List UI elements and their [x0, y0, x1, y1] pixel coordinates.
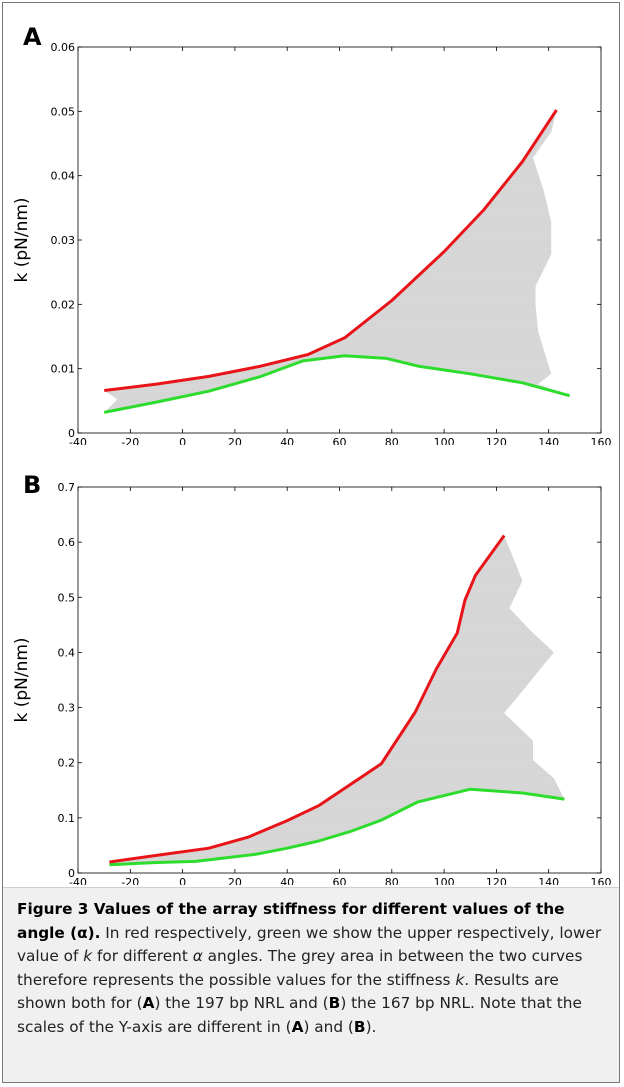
panel-a-letter: A: [23, 23, 42, 51]
panel-b-y-tick-label: 0.5: [58, 591, 76, 604]
panel-b-x-tick-label: 60: [333, 876, 347, 885]
caption-ref-a: A: [142, 994, 155, 1012]
panel-b-y-tick-label: 0: [68, 867, 75, 880]
caption-k-2: k: [455, 970, 465, 989]
panel-a-lower-series-line: [103, 354, 570, 414]
panel-b-x-tick-label: 80: [385, 876, 399, 885]
panel-b-y-tick-label: 0.4: [58, 646, 76, 659]
caption-text-7: ) and (: [303, 1017, 354, 1036]
panel-a-x-tick-label: 80: [385, 436, 399, 445]
panel-b-x-tick-label: 40: [280, 876, 294, 885]
panel-a-x-tick-label: 100: [434, 436, 455, 445]
panel-a-y-tick-label: 0.06: [51, 41, 76, 54]
caption-text-3: angles. The grey area in between the two…: [17, 947, 583, 989]
panel-a-y-tick-label: 0.03: [51, 234, 76, 247]
panel-b-chart: -40 -20 0 20 40 60 80 100 120 140 160 0 0.1 0.2 0.3 0.4…: [12, 481, 612, 885]
caption-k-1: k: [83, 947, 93, 965]
caption-ref-b-2: B: [353, 1017, 366, 1036]
panel-a-x-tick-label: 120: [486, 436, 507, 445]
panel-b-y-tick-label: 0.6: [58, 536, 76, 549]
panel-b-y-tick-label: 0.2: [58, 757, 76, 770]
caption-text-1: In red respectively, green we show the u…: [17, 923, 602, 966]
panel-a-y-tick-label: 0: [68, 427, 75, 440]
caption-ref-a-2: A: [291, 1017, 304, 1036]
panel-b-x-tick-label: 20: [228, 876, 242, 885]
panel-a-chart: -40 -20 0 20 40 60 80 100 120 140 160 0 0.01 0.02 0.03…: [12, 41, 612, 445]
panel-b-x-tick-label: 100: [434, 876, 455, 885]
panel-b-x-tick-label: 0: [179, 876, 186, 885]
panel-b-letter: B: [23, 471, 42, 499]
panel-b-y-tick-label: 0.3: [58, 702, 76, 715]
panel-b-x-tick-label: 160: [591, 876, 612, 885]
panel-a-y-tick-label: 0.01: [51, 363, 76, 376]
panel-a-y-tick-label: 0.02: [51, 298, 76, 311]
panel-b-x-tick-label: 120: [486, 876, 507, 885]
caption-text-2: for different: [92, 947, 193, 965]
panel-a-x-tick-label: 160: [591, 436, 612, 445]
caption-text-5: ) the 197 bp NRL and (: [154, 994, 329, 1012]
caption-text-4: . Results are shown both for (: [17, 970, 559, 1013]
figure-caption: Figure 3 Values of the array stiffness f…: [3, 887, 619, 1082]
panel-b-x-tick-label: -40: [69, 876, 87, 885]
caption-alpha: α: [192, 947, 203, 965]
panel-a-possible-area: [104, 110, 570, 413]
panel-a-x-tick-label: 40: [280, 436, 294, 445]
panel-a-x-tick-label: -20: [121, 436, 139, 445]
panel-b-upper-series-line: [109, 534, 506, 864]
panel-a-x-tick-label: 60: [333, 436, 347, 445]
panel-b-x-tick-label: -20: [121, 876, 139, 885]
panel-b-possible-area: [109, 535, 565, 865]
panel-a-y-tick-label: 0.04: [51, 170, 76, 183]
panel-b-y-axis-label: k (pN/nm): [12, 637, 32, 722]
caption-ref-b: B: [328, 994, 341, 1012]
panel-b-x-tick-label: 140: [538, 876, 559, 885]
panel-a-x-tick-label: -40: [69, 436, 87, 445]
panel-b-lower-series-line: [109, 787, 565, 867]
panel-b-y-tick-label: 0.1: [58, 812, 76, 825]
panel-a-y-axis-label: k (pN/nm): [12, 197, 32, 282]
panel-a-y-tick-label: 0.05: [51, 105, 76, 118]
panel-a-x-tick-label: 140: [538, 436, 559, 445]
caption-text-8: ).: [365, 1017, 377, 1036]
panel-a-upper-series-line: [104, 109, 558, 392]
caption-text-6: ) the 167 bp NRL. Note that the scales o…: [17, 994, 582, 1036]
panel-b-y-tick-label: 0.7: [58, 481, 76, 494]
panel-a-x-tick-label: 20: [228, 436, 242, 445]
caption-label: Figure 3 Values of the array stiffness f…: [17, 900, 565, 942]
panel-a-x-tick-label: 0: [179, 436, 186, 445]
